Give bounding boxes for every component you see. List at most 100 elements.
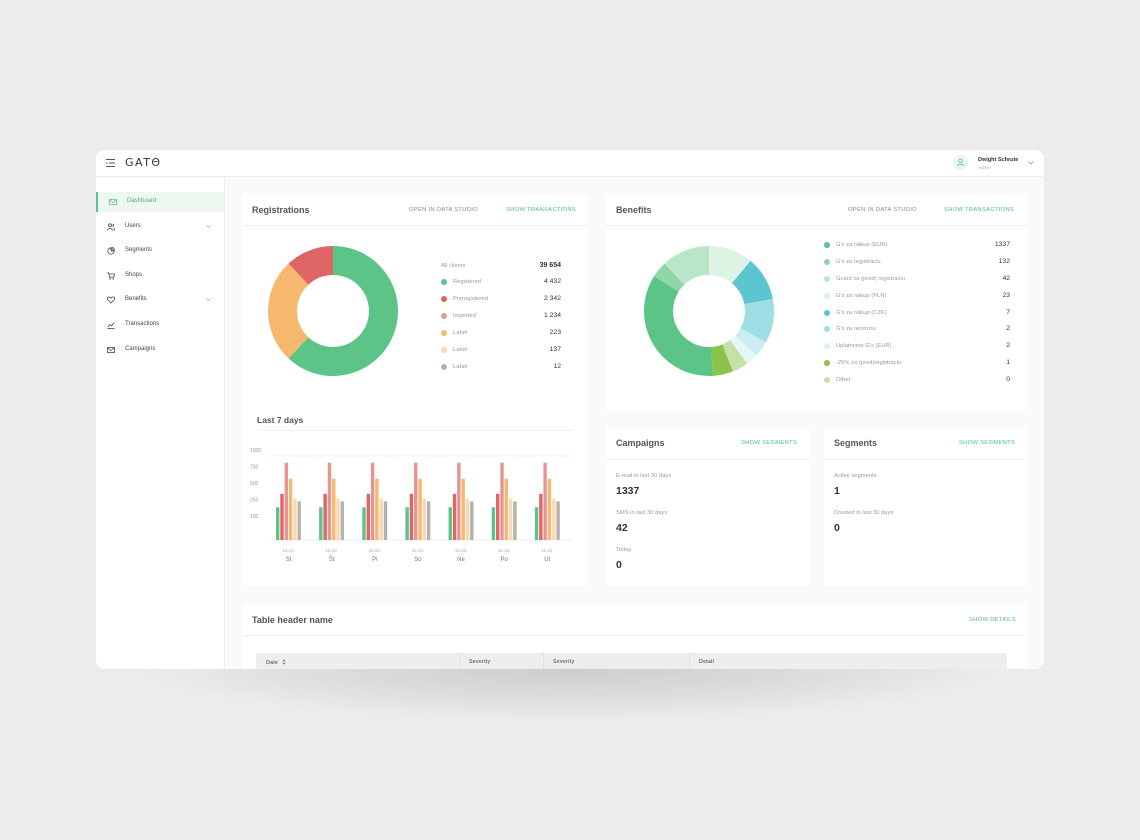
chevron-down-icon[interactable] <box>1028 161 1034 165</box>
legend-dot <box>824 259 830 265</box>
sidebar-item-dashboard[interactable]: Dashboard <box>96 192 224 212</box>
legend-item: -25% za (pred)registráciu 1 <box>824 358 1010 368</box>
show-transactions-link[interactable]: SHOW TRANSACTIONS <box>944 207 1015 213</box>
benefits-card: Benefits OPEN IN DATA STUDIO SHOW TRANSA… <box>606 194 1027 410</box>
column-divider <box>689 653 690 669</box>
legend-item: G's za nákup (EUR) 1337 <box>824 240 1010 250</box>
x-tick-date: 15.10. <box>282 548 295 553</box>
stat-label: Active segments <box>834 473 877 479</box>
legend-label: Imported <box>453 312 476 319</box>
chevron-down-icon <box>206 298 211 301</box>
legend-item: G's za nákup (CZK) 7 <box>824 308 1010 318</box>
legend-value: 1337 <box>994 241 1010 248</box>
legend-label: G's za recenziu <box>836 325 876 332</box>
column-header-detail[interactable]: Detail <box>699 659 714 665</box>
legend-item: Label 12 <box>441 362 562 372</box>
legend-dot <box>824 276 830 282</box>
sidebar-item-transactions[interactable]: Transactions <box>96 315 224 335</box>
show-segments-link[interactable]: SHOW SEGMENTS <box>959 440 1016 446</box>
legend-dot <box>824 310 830 316</box>
legend-item: Imported 1 234 <box>441 311 562 321</box>
column-header-severity[interactable]: Severity <box>553 659 575 665</box>
bar <box>288 478 293 540</box>
card-divider <box>242 225 588 226</box>
open-data-studio-link[interactable]: OPEN IN DATA STUDIO <box>409 207 478 213</box>
sidebar-item-benefits[interactable]: Benefits <box>96 290 224 310</box>
x-tick-date: 15.10. <box>412 548 425 553</box>
donut-slice <box>740 298 774 343</box>
sidebar-item-label: Segments <box>125 247 153 253</box>
legend-label: Preregistered <box>453 295 488 302</box>
show-segments-link[interactable]: SHOW SEGMENTS <box>741 440 798 446</box>
avatar[interactable] <box>953 155 968 170</box>
sidebar-item-shops[interactable]: Shops <box>96 266 224 286</box>
stat-value: 1 <box>834 485 840 497</box>
stat-label: SMS in last 30 days <box>616 510 668 516</box>
bar <box>297 501 301 540</box>
column-header-date[interactable]: Date <box>266 659 287 666</box>
bar <box>293 498 297 540</box>
bar <box>280 493 284 540</box>
legend-value: 7 <box>1006 309 1010 316</box>
registrations-donut-chart <box>268 246 398 376</box>
donut-slice <box>711 344 733 376</box>
legend-item: Uplatnenie G's (EUR) 2 <box>824 341 1010 351</box>
sidebar-item-campaigns[interactable]: Campaigns <box>96 340 224 360</box>
legend-dot <box>824 242 830 248</box>
legend-item: Other 0 <box>824 375 1010 385</box>
bar <box>552 498 556 540</box>
bar <box>276 507 280 540</box>
bar <box>336 498 340 540</box>
legend-label: G's za nákup (EUR) <box>836 241 888 248</box>
legend-label: Gcard za (pred) registráciu <box>836 275 905 282</box>
legend-value: 42 <box>1002 275 1010 282</box>
legend-value: 0 <box>1006 376 1010 383</box>
bar <box>461 478 465 540</box>
mail-icon <box>107 347 115 353</box>
x-tick-label: So <box>414 557 422 563</box>
user-name[interactable]: Dwight Schrute <box>978 157 1019 163</box>
mail-icon <box>109 199 117 205</box>
show-transactions-link[interactable]: SHOW TRANSACTIONS <box>506 207 577 213</box>
y-tick-label: 750 <box>250 465 259 471</box>
stat-value: 0 <box>616 559 622 571</box>
card-title: Segments <box>834 438 878 448</box>
bar <box>491 507 496 540</box>
card-title: Campaigns <box>616 438 665 448</box>
x-tick-date: 15.10. <box>325 548 338 553</box>
open-data-studio-link[interactable]: OPEN IN DATA STUDIO <box>848 207 917 213</box>
legend-value: 1 234 <box>543 312 561 319</box>
legend-dot <box>441 347 447 353</box>
legend-dot <box>824 293 830 299</box>
segments-icon <box>107 247 115 255</box>
donut-slice <box>664 246 709 285</box>
legend-dot <box>441 279 447 285</box>
menu-icon[interactable] <box>106 159 115 167</box>
legend-item: G's za recenziu 2 <box>824 324 1010 334</box>
legend-value: 2 <box>1006 342 1010 349</box>
table-card: Table header name SHOW DETAILS Date Seve… <box>242 604 1027 669</box>
bar <box>547 478 552 540</box>
legend-item: Label 137 <box>441 345 562 355</box>
show-details-link[interactable]: SHOW DETAILS <box>969 617 1016 623</box>
donut-slice <box>731 260 773 305</box>
bar <box>508 498 513 540</box>
bar <box>414 462 418 540</box>
table-header-row: Date Severity Severity Detail <box>256 653 1007 669</box>
chevron-down-icon <box>206 225 211 228</box>
sidebar-item-segments[interactable]: Segments <box>96 241 224 261</box>
sidebar-item-users[interactable]: Users <box>96 217 224 237</box>
bar <box>405 507 409 540</box>
bar <box>513 501 517 540</box>
top-bar: GATΘ Dwight Schrute Admin <box>96 150 1044 177</box>
app-logo[interactable]: GATΘ <box>125 156 162 169</box>
stat-value: 1337 <box>616 485 640 497</box>
column-header-severity[interactable]: Severity <box>469 659 491 665</box>
bar <box>409 493 414 540</box>
all-clients-label: All clients <box>441 263 466 269</box>
x-tick-label: Št <box>329 556 335 563</box>
y-tick-label: 250 <box>250 498 259 504</box>
legend-item: G's za registráciu 132 <box>824 257 1010 267</box>
segments-card: Segments SHOW SEGMENTS Active segments 1… <box>824 428 1027 585</box>
heart-icon <box>107 296 115 304</box>
